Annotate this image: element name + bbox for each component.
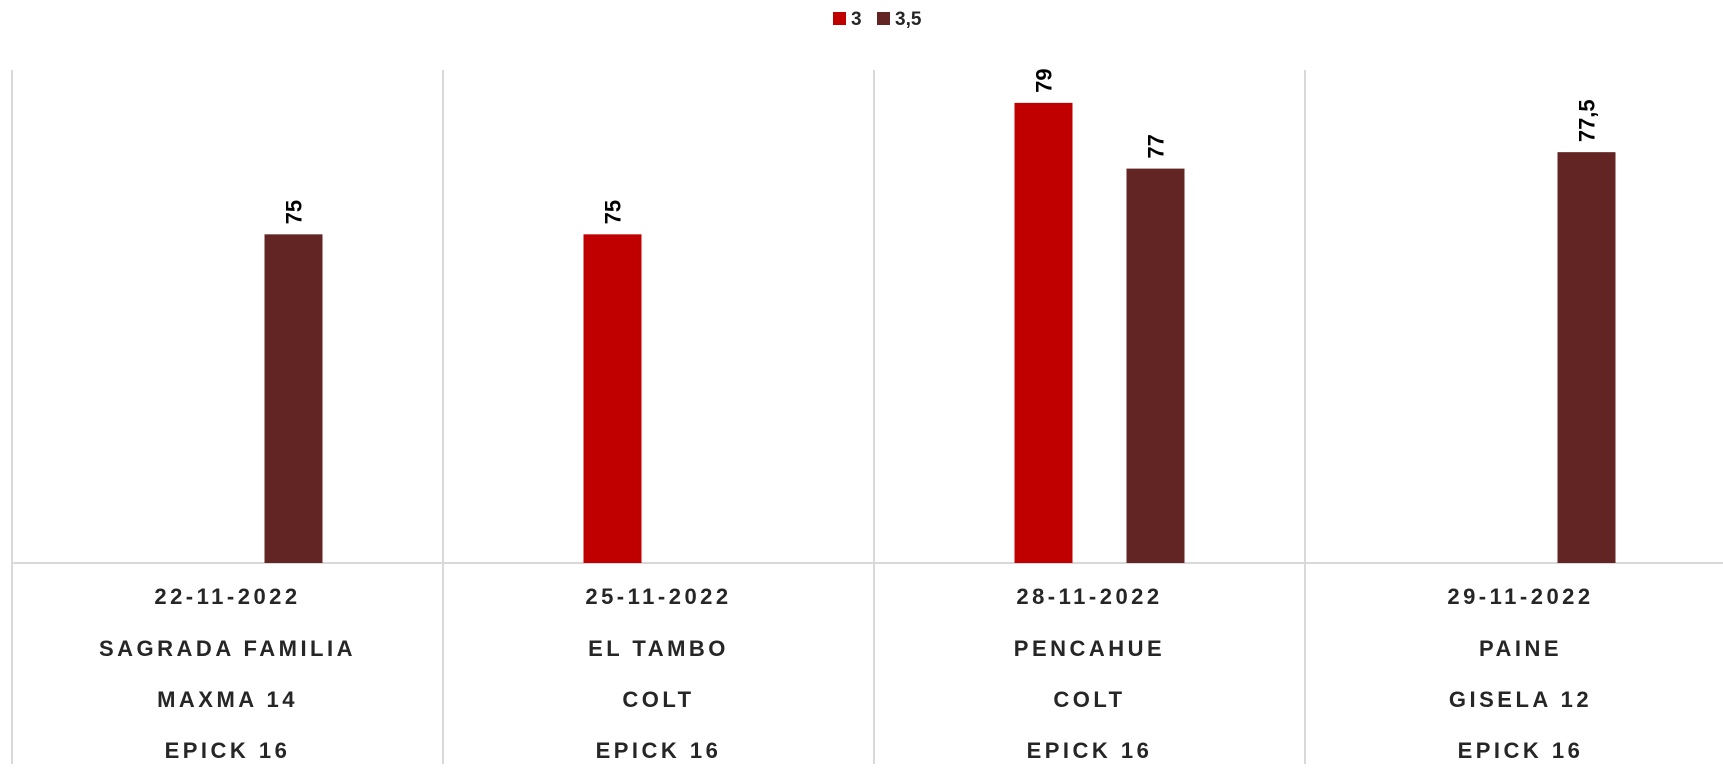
category-label-3-line-2: PENCAHUE [1014, 636, 1165, 661]
data-labels: 75 75 79 77 77,5 [282, 68, 1600, 224]
category-label-2-line-3: COLT [622, 687, 694, 712]
legend-label-series-1: 3 [851, 9, 862, 30]
data-label-series-1-cat-2: 75 [601, 200, 626, 224]
category-labels: 22-11-2022 SAGRADA FAMILIA MAXMA 14 EPICK 1… [99, 584, 1593, 763]
category-label-4-line-1: 29-11-2022 [1447, 584, 1593, 609]
data-label-series-2-cat-4: 77,5 [1575, 99, 1600, 142]
category-label-4-line-4: EPICK 16 [1458, 738, 1584, 763]
bar-series-2-cat-1 [264, 234, 323, 564]
bar-series-2-cat-3 [1126, 168, 1185, 563]
category-label-1-line-2: SAGRADA FAMILIA [99, 636, 356, 661]
bar-series-1-cat-2 [583, 234, 642, 564]
category-label-4-line-3: GISELA 12 [1449, 687, 1592, 712]
category-label-2-line-4: EPICK 16 [596, 738, 722, 763]
category-label-4-line-2: PAINE [1479, 636, 1562, 661]
legend-label-series-2: 3,5 [895, 9, 922, 30]
legend-swatch-series-1 [833, 12, 846, 25]
category-label-3-line-4: EPICK 16 [1027, 738, 1153, 763]
bar-series-1-cat-3 [1014, 102, 1073, 563]
category-label-3-line-3: COLT [1053, 687, 1125, 712]
category-label-2-line-1: 25-11-2022 [585, 584, 731, 609]
data-label-series-2-cat-1: 75 [282, 200, 307, 224]
legend-swatch-series-2 [877, 12, 890, 25]
bar-series-2-cat-4 [1557, 152, 1616, 563]
data-label-series-2-cat-3: 77 [1144, 134, 1169, 158]
bars [264, 102, 1616, 564]
category-label-3-line-1: 28-11-2022 [1016, 584, 1162, 609]
category-label-2-line-2: EL TAMBO [588, 636, 729, 661]
data-label-series-1-cat-3: 79 [1032, 68, 1057, 92]
category-label-1-line-4: EPICK 16 [165, 738, 291, 763]
category-label-1-line-3: MAXMA 14 [157, 687, 298, 712]
category-label-1-line-1: 22-11-2022 [154, 584, 300, 609]
legend: 3 3,5 [833, 9, 922, 30]
